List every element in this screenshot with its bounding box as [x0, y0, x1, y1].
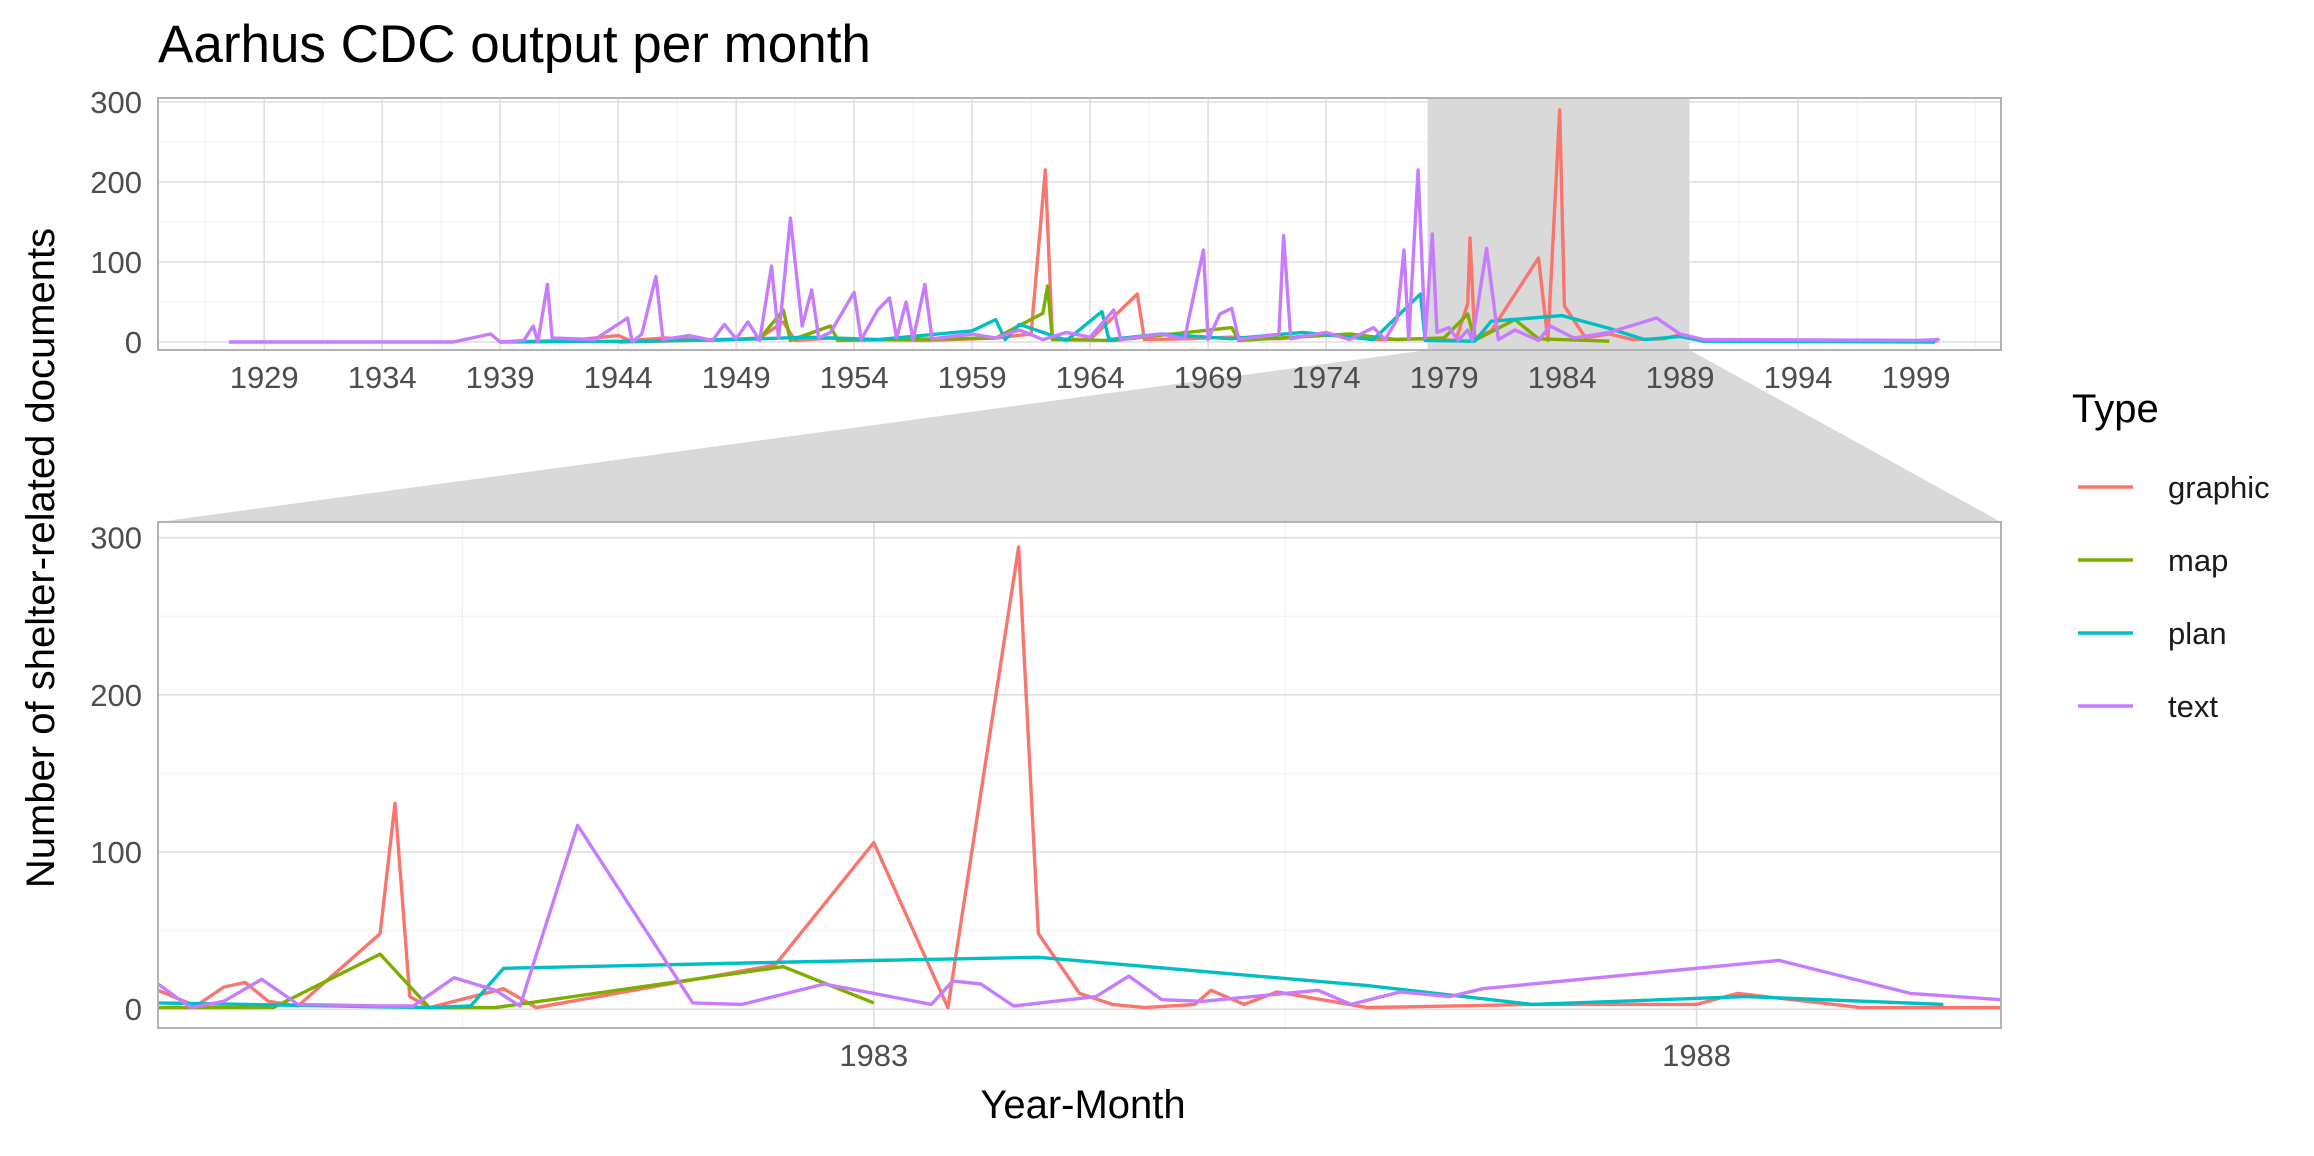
y-tick-label: 300 [90, 85, 142, 120]
y-tick-label: 0 [125, 325, 142, 360]
legend-label-plan: plan [2168, 616, 2227, 651]
series-line-graphic [500, 108, 1938, 344]
x-tick-label: 1969 [1174, 360, 1243, 395]
overview-x-ticks: 1929 1934 1939 1944 1949 1954 1959 1964 1969 1974… [230, 360, 1951, 395]
x-tick-label: 1944 [584, 360, 653, 395]
y-tick-label: 200 [90, 165, 142, 200]
y-tick-label: 200 [90, 678, 142, 713]
x-tick-label: 1988 [1662, 1038, 1731, 1073]
y-axis-title: Number of shelter-related documents [19, 228, 63, 888]
series-line-text [158, 823, 2001, 1010]
overview-series [228, 108, 1940, 344]
overview-panel-border [157, 97, 2002, 351]
overview-grid [158, 98, 2001, 350]
legend: Type graphic map plan text [2072, 387, 2270, 724]
legend-title: Type [2072, 387, 2159, 431]
overview-y-ticks: 0 100 200 300 [90, 85, 142, 360]
y-tick-label: 100 [90, 245, 142, 280]
x-tick-label: 1979 [1410, 360, 1479, 395]
detail-panel: 1983 1988 0 100 200 300 [90, 521, 2002, 1073]
x-tick-label: 1949 [702, 360, 771, 395]
x-tick-label: 1964 [1056, 360, 1125, 395]
detail-y-ticks: 0 100 200 300 [90, 521, 142, 1027]
x-tick-label: 1934 [348, 360, 417, 395]
x-tick-label: 1994 [1764, 360, 1833, 395]
x-tick-label: 1989 [1646, 360, 1715, 395]
overview-panel: 1929 1934 1939 1944 1949 1954 1959 1964 1969 1974… [90, 85, 2002, 395]
x-axis-title: Year-Month [980, 1083, 1185, 1127]
x-tick-label: 1954 [820, 360, 889, 395]
legend-items: graphic map plan text [2078, 470, 2270, 724]
series-line-plan [158, 955, 1944, 1010]
x-tick-label: 1983 [839, 1038, 908, 1073]
legend-label-text: text [2168, 689, 2218, 724]
y-tick-label: 0 [125, 992, 142, 1027]
zoom-connector [158, 350, 2001, 522]
legend-label-graphic: graphic [2168, 470, 2270, 505]
series-line-text [228, 168, 1940, 344]
detail-grid [158, 522, 2001, 1028]
x-tick-label: 1929 [230, 360, 299, 395]
x-tick-label: 1974 [1292, 360, 1361, 395]
chart-title: Aarhus CDC output per month [158, 15, 871, 74]
series-line-map [158, 952, 875, 1010]
x-tick-label: 1939 [466, 360, 535, 395]
detail-panel-border [157, 521, 2002, 1029]
y-tick-label: 300 [90, 521, 142, 556]
x-tick-label: 1984 [1528, 360, 1597, 395]
y-tick-label: 100 [90, 835, 142, 870]
x-tick-label: 1959 [938, 360, 1007, 395]
detail-series [158, 545, 2001, 1010]
series-line-plan [500, 292, 1935, 344]
x-tick-label: 1999 [1882, 360, 1951, 395]
detail-x-ticks: 1983 1988 [839, 1038, 1731, 1073]
legend-label-map: map [2168, 543, 2228, 578]
